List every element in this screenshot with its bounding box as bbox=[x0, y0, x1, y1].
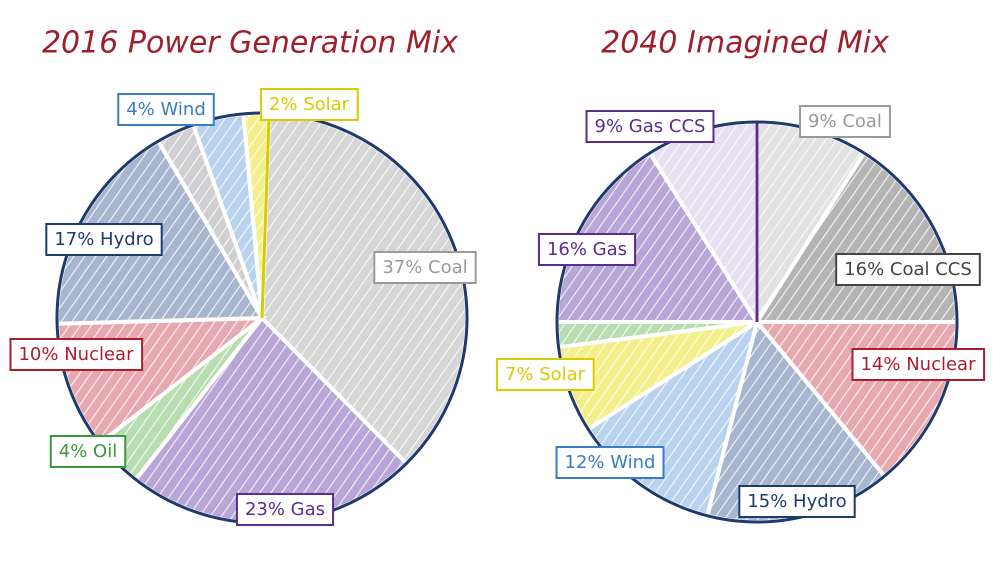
slice-hatch bbox=[262, 113, 467, 464]
pie: 9% Coal 16% Coal CCS 14% Nuclear 15% Hydro 1… bbox=[495, 105, 986, 524]
data-label: 9% Gas CCS bbox=[595, 116, 706, 137]
slice-edge bbox=[260, 113, 271, 319]
data-label: 16% Coal CCS bbox=[844, 259, 972, 280]
label-box bbox=[259, 88, 359, 121]
label-box bbox=[49, 435, 127, 468]
slice-hatch bbox=[757, 122, 865, 322]
slice-hatch bbox=[193, 113, 262, 319]
label-box bbox=[835, 253, 981, 286]
pie: 37% Coal 23% Gas 4% Oil 10% Nuclear 17% Hydr… bbox=[9, 88, 477, 526]
slice-hatch bbox=[158, 124, 262, 318]
data-label: 23% Gas bbox=[245, 499, 325, 520]
label-box bbox=[9, 338, 144, 371]
label-box bbox=[555, 446, 665, 479]
data-label: 9% Coal bbox=[808, 111, 882, 132]
slice-hatch bbox=[135, 318, 407, 523]
slice-hatch bbox=[557, 322, 757, 348]
chart-title: 2040 Imagined Mix bbox=[601, 26, 889, 61]
label-box bbox=[851, 348, 986, 381]
label-box bbox=[495, 358, 595, 391]
data-label: 14% Nuclear bbox=[860, 354, 976, 375]
slice-hatch bbox=[649, 122, 757, 322]
pie-outline bbox=[555, 120, 959, 524]
slice-hatch bbox=[557, 153, 757, 322]
data-label: 4% Oil bbox=[59, 441, 117, 462]
data-label: 12% Wind bbox=[565, 452, 656, 473]
label-box bbox=[799, 105, 891, 138]
label-box bbox=[738, 485, 856, 518]
slice-hatch bbox=[558, 322, 757, 430]
data-label: 2% Solar bbox=[269, 94, 350, 115]
slice-hatch bbox=[99, 318, 262, 480]
label-box bbox=[117, 93, 215, 126]
data-label: 16% Gas bbox=[547, 239, 627, 260]
label-box bbox=[537, 233, 637, 266]
data-label: 17% Hydro bbox=[54, 229, 153, 250]
slice-hatch bbox=[707, 322, 885, 522]
data-label: 10% Nuclear bbox=[18, 344, 134, 365]
data-label: 15% Hydro bbox=[747, 491, 846, 512]
data-label: 4% Wind bbox=[126, 99, 206, 120]
label-box bbox=[235, 493, 335, 526]
label-box bbox=[585, 110, 715, 143]
chart-title: 2016 Power Generation Mix bbox=[42, 26, 458, 61]
data-label: 7% Solar bbox=[505, 364, 586, 385]
label-box bbox=[373, 251, 477, 284]
data-label: 37% Coal bbox=[382, 257, 467, 278]
label-box bbox=[45, 223, 163, 256]
